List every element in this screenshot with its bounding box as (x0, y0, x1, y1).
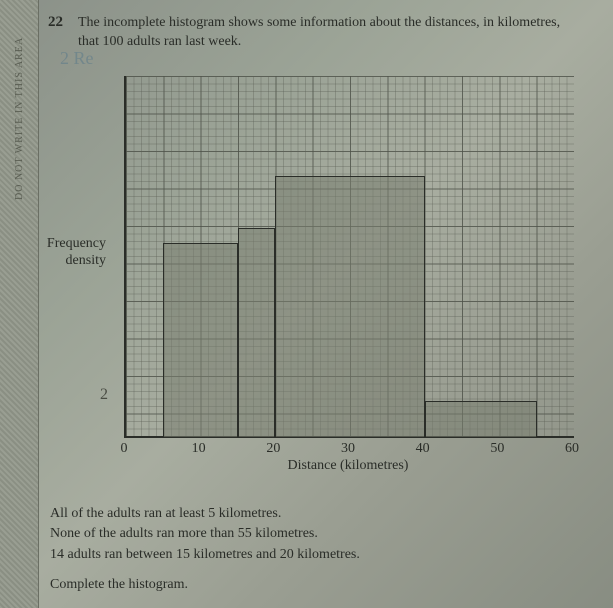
y-label-line1: Frequency (47, 236, 106, 251)
question-content: 22 The incomplete histogram shows some i… (48, 14, 603, 52)
plot-area (124, 76, 574, 438)
x-tick-label: 40 (416, 441, 430, 457)
x-axis-label: Distance (kilometres) (124, 458, 572, 474)
x-tick-label: 50 (490, 441, 504, 457)
x-tick-label: 20 (266, 441, 280, 457)
x-tick-label: 60 (565, 441, 579, 457)
question-line2: that 100 adults ran last week. (78, 34, 241, 49)
histogram-bar (425, 401, 537, 439)
x-tick-label: 30 (341, 441, 355, 457)
info-line-1: All of the adults ran at least 5 kilomet… (50, 504, 360, 524)
x-tick-label: 0 (121, 441, 128, 457)
question-text: The incomplete histogram shows some info… (78, 14, 560, 52)
histogram-chart: Frequency density 2 0102030405060 Distan… (80, 76, 600, 476)
histogram-bar (163, 243, 238, 438)
question-line1: The incomplete histogram shows some info… (78, 15, 560, 30)
info-line-3: 14 adults ran between 15 kilometres and … (50, 545, 360, 565)
y-axis-label: Frequency density (36, 236, 106, 270)
question-header: 22 The incomplete histogram shows some i… (48, 14, 603, 52)
x-tick-label: 10 (192, 441, 206, 457)
question-body-text: All of the adults ran at least 5 kilomet… (50, 504, 360, 595)
handwriting-two: 2 (100, 386, 108, 404)
y-label-line2: density (66, 253, 106, 268)
x-ticks: 0102030405060 (124, 438, 572, 458)
info-line-2: None of the adults ran more than 55 kilo… (50, 524, 360, 544)
question-number: 22 (48, 14, 70, 31)
handwriting-scribble: 2 Re (60, 48, 94, 69)
histogram-bar (275, 176, 424, 439)
histogram-bar (238, 228, 275, 438)
margin-text: DO NOT WRITE IN THIS AREA (14, 37, 25, 200)
instruction-line: Complete the histogram. (50, 575, 360, 595)
do-not-write-margin: DO NOT WRITE IN THIS AREA (0, 0, 39, 608)
